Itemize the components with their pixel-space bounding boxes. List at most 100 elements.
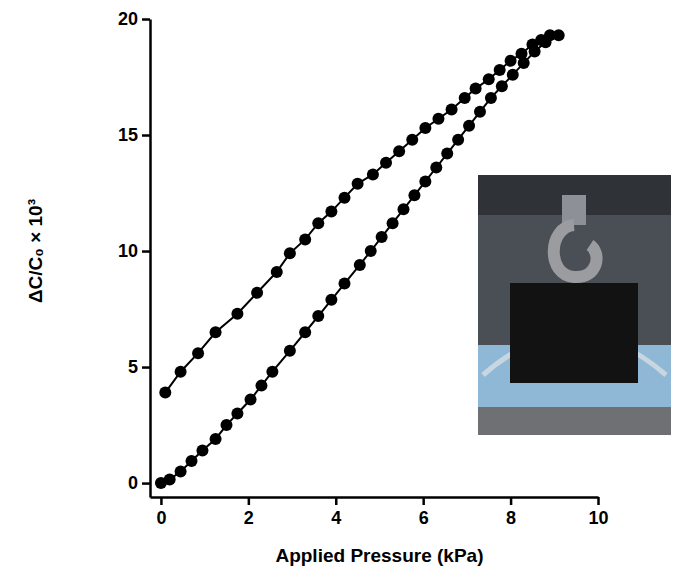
data-point — [406, 134, 418, 146]
x-axis-title: Applied Pressure (kPa) — [275, 545, 483, 566]
x-tick-mark — [510, 497, 513, 505]
data-point — [338, 278, 350, 290]
photo-base — [478, 407, 671, 435]
x-tick: 10 — [588, 497, 608, 528]
data-point — [387, 217, 399, 229]
data-point — [284, 247, 296, 259]
x-tick: 8 — [506, 497, 516, 528]
data-point — [271, 266, 283, 278]
x-tick: 0 — [156, 497, 166, 528]
photo-background — [478, 175, 671, 435]
y-tick-mark — [142, 250, 150, 253]
x-tick-mark — [160, 497, 163, 505]
y-tick-label: 15 — [118, 125, 138, 145]
y-tick: 0 — [128, 473, 150, 493]
data-point — [231, 308, 243, 320]
x-tick-mark — [597, 497, 600, 505]
x-tick-label: 0 — [156, 508, 166, 528]
data-point — [380, 157, 392, 169]
data-point — [255, 380, 267, 392]
data-point — [338, 192, 350, 204]
y-tick: 15 — [118, 125, 150, 145]
data-point — [186, 455, 198, 467]
y-tick: 10 — [118, 241, 150, 261]
x-tick-mark — [335, 497, 338, 505]
data-point — [419, 122, 431, 134]
x-tick-label: 2 — [244, 508, 254, 528]
data-point — [496, 80, 508, 92]
photo-block — [510, 283, 638, 383]
inset-photo — [478, 175, 671, 435]
data-point — [494, 64, 506, 76]
data-point — [159, 387, 171, 399]
data-point — [432, 113, 444, 125]
y-tick: 20 — [118, 9, 150, 29]
data-marks — [155, 29, 565, 489]
x-axis-line — [151, 496, 599, 499]
data-point — [505, 55, 517, 67]
photo-rod — [562, 195, 586, 225]
data-point — [175, 465, 187, 477]
data-point — [192, 347, 204, 359]
data-point — [220, 419, 232, 431]
data-point — [485, 92, 497, 104]
chart: 0 2 4 6 8 10 0 5 10 15 20 Applied Pressure (kPa) ΔC/… — [0, 0, 678, 580]
data-point — [284, 345, 296, 357]
y-tick-mark — [142, 482, 150, 485]
data-point — [312, 310, 324, 322]
data-point — [408, 189, 420, 201]
data-point — [446, 103, 458, 115]
data-line — [161, 35, 559, 483]
data-point — [266, 366, 278, 378]
y-axis-title: ΔC/C₀ × 10³ — [25, 199, 46, 303]
data-point — [210, 433, 222, 445]
data-point — [441, 148, 453, 160]
y-axis: 0 5 10 15 20 — [118, 9, 151, 497]
data-point — [470, 83, 482, 95]
y-tick-mark — [142, 366, 150, 369]
x-tick: 2 — [244, 497, 254, 528]
x-tick-mark — [248, 497, 251, 505]
data-point — [325, 294, 337, 306]
x-tick-label: 8 — [506, 508, 516, 528]
y-tick-label: 20 — [118, 9, 138, 29]
plot: 0 2 4 6 8 10 0 5 10 15 20 — [118, 9, 671, 528]
data-point — [459, 92, 471, 104]
data-point — [299, 326, 311, 338]
data-point — [325, 206, 337, 218]
data-point — [365, 245, 377, 257]
data-point — [231, 407, 243, 419]
x-tick: 6 — [419, 497, 429, 528]
data-point — [210, 326, 222, 338]
x-tick-label: 4 — [331, 508, 341, 528]
x-axis: 0 2 4 6 8 10 — [151, 497, 609, 528]
data-point — [430, 162, 442, 174]
data-point — [175, 366, 187, 378]
y-tick-label: 0 — [128, 473, 138, 493]
data-point — [516, 48, 528, 60]
data-point — [483, 73, 495, 85]
data-point — [352, 178, 364, 190]
data-point — [245, 394, 257, 406]
data-point — [398, 203, 410, 215]
data-point — [526, 39, 538, 51]
y-tick-label: 5 — [128, 357, 138, 377]
photo-hook — [554, 225, 597, 277]
y-tick: 5 — [128, 357, 150, 377]
data-point — [299, 233, 311, 245]
data-point — [463, 120, 475, 132]
data-point — [376, 231, 388, 243]
data-point — [474, 106, 486, 118]
data-point — [164, 474, 176, 486]
data-point — [393, 145, 405, 157]
data-point — [367, 168, 379, 180]
x-tick-label: 10 — [588, 508, 608, 528]
y-axis-line — [149, 20, 152, 498]
data-point — [419, 175, 431, 187]
y-tick-mark — [142, 18, 150, 21]
y-tick-label: 10 — [118, 241, 138, 261]
data-point — [452, 134, 464, 146]
x-tick-label: 6 — [419, 508, 429, 528]
x-tick: 4 — [331, 497, 341, 528]
data-point — [507, 69, 519, 81]
